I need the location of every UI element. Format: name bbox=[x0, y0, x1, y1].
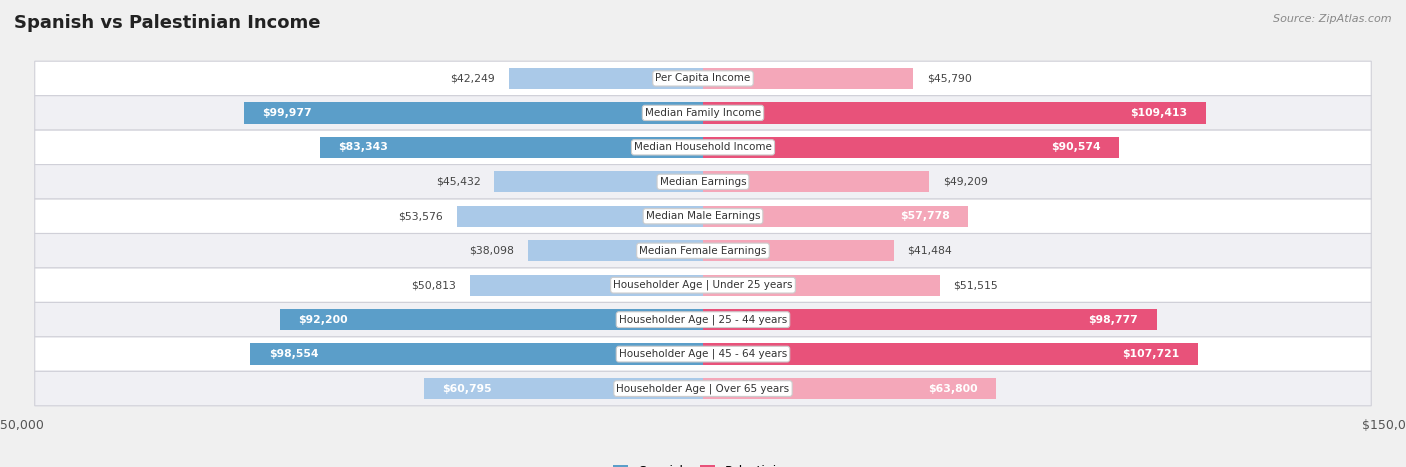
Bar bbox=[470, 275, 703, 296]
Legend: Spanish, Palestinian: Spanish, Palestinian bbox=[609, 460, 797, 467]
Text: $38,098: $38,098 bbox=[470, 246, 515, 256]
FancyBboxPatch shape bbox=[35, 303, 1371, 337]
Bar bbox=[703, 378, 995, 399]
Text: $53,576: $53,576 bbox=[398, 211, 443, 221]
Text: Householder Age | 45 - 64 years: Householder Age | 45 - 64 years bbox=[619, 349, 787, 359]
Bar bbox=[703, 240, 894, 262]
Bar bbox=[321, 137, 703, 158]
Bar bbox=[243, 102, 703, 124]
Text: Householder Age | Under 25 years: Householder Age | Under 25 years bbox=[613, 280, 793, 290]
Text: $99,977: $99,977 bbox=[262, 108, 312, 118]
Bar bbox=[280, 309, 703, 330]
Text: $63,800: $63,800 bbox=[928, 383, 977, 394]
Bar bbox=[703, 309, 1157, 330]
Text: $98,777: $98,777 bbox=[1088, 315, 1139, 325]
Text: $49,209: $49,209 bbox=[943, 177, 987, 187]
Text: Median Earnings: Median Earnings bbox=[659, 177, 747, 187]
Bar bbox=[703, 205, 969, 227]
FancyBboxPatch shape bbox=[35, 61, 1371, 96]
Text: Source: ZipAtlas.com: Source: ZipAtlas.com bbox=[1274, 14, 1392, 24]
Text: $92,200: $92,200 bbox=[298, 315, 347, 325]
Text: Householder Age | 25 - 44 years: Householder Age | 25 - 44 years bbox=[619, 314, 787, 325]
FancyBboxPatch shape bbox=[35, 199, 1371, 234]
Bar bbox=[423, 378, 703, 399]
FancyBboxPatch shape bbox=[35, 164, 1371, 199]
FancyBboxPatch shape bbox=[35, 371, 1371, 406]
Bar bbox=[703, 343, 1198, 365]
Text: $42,249: $42,249 bbox=[450, 73, 495, 84]
Bar bbox=[250, 343, 703, 365]
Text: $90,574: $90,574 bbox=[1052, 142, 1101, 152]
Bar bbox=[703, 102, 1205, 124]
Text: Median Female Earnings: Median Female Earnings bbox=[640, 246, 766, 256]
Bar bbox=[703, 137, 1119, 158]
Text: Median Family Income: Median Family Income bbox=[645, 108, 761, 118]
Text: $98,554: $98,554 bbox=[269, 349, 318, 359]
Text: $41,484: $41,484 bbox=[907, 246, 952, 256]
Text: $107,721: $107,721 bbox=[1122, 349, 1180, 359]
Bar bbox=[495, 171, 703, 192]
Text: Median Male Earnings: Median Male Earnings bbox=[645, 211, 761, 221]
FancyBboxPatch shape bbox=[35, 96, 1371, 130]
Text: $109,413: $109,413 bbox=[1130, 108, 1187, 118]
FancyBboxPatch shape bbox=[35, 268, 1371, 303]
Bar bbox=[509, 68, 703, 89]
Text: $45,790: $45,790 bbox=[927, 73, 972, 84]
Text: Spanish vs Palestinian Income: Spanish vs Palestinian Income bbox=[14, 14, 321, 32]
Bar bbox=[703, 68, 914, 89]
Bar bbox=[457, 205, 703, 227]
Bar bbox=[703, 171, 929, 192]
Text: Per Capita Income: Per Capita Income bbox=[655, 73, 751, 84]
FancyBboxPatch shape bbox=[35, 234, 1371, 268]
FancyBboxPatch shape bbox=[35, 337, 1371, 371]
Text: $51,515: $51,515 bbox=[953, 280, 998, 290]
Bar bbox=[703, 275, 939, 296]
Text: $45,432: $45,432 bbox=[436, 177, 481, 187]
Text: Householder Age | Over 65 years: Householder Age | Over 65 years bbox=[616, 383, 790, 394]
Text: $83,343: $83,343 bbox=[339, 142, 388, 152]
Text: $60,795: $60,795 bbox=[441, 383, 492, 394]
FancyBboxPatch shape bbox=[35, 130, 1371, 164]
Text: $57,778: $57,778 bbox=[900, 211, 950, 221]
Bar bbox=[529, 240, 703, 262]
Text: Median Household Income: Median Household Income bbox=[634, 142, 772, 152]
Text: $50,813: $50,813 bbox=[411, 280, 456, 290]
